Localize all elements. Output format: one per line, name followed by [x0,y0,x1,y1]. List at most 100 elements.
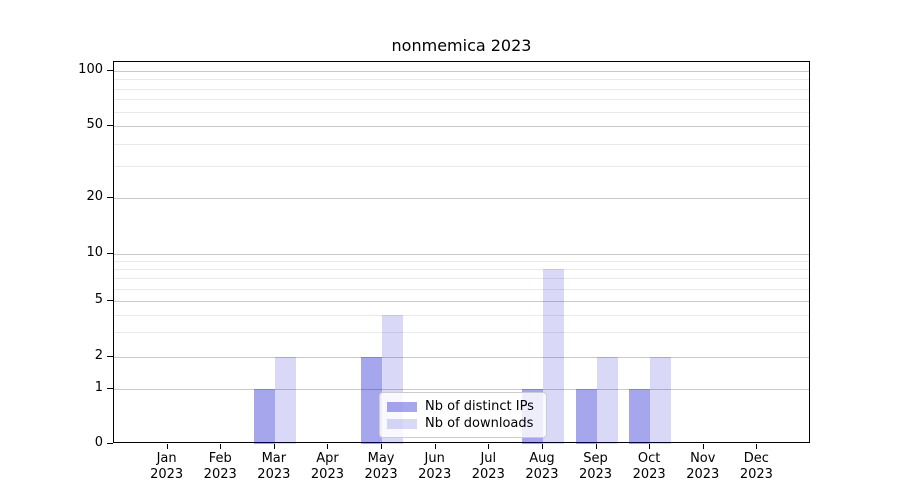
gridline-y-80 [114,88,809,90]
xtick-year: 2023 [632,467,666,482]
gridline-y-100 [114,71,809,72]
ytick-mark-0 [107,443,113,444]
xtick-year: 2023 [203,467,237,482]
xtick-year: 2023 [739,467,773,482]
gridline-y-40 [114,143,809,145]
legend-item-distinct-ips: Nb of distinct IPs [387,398,538,415]
xtick-month: Oct [637,451,661,466]
legend-item-downloads: Nb of downloads [387,415,538,432]
xtick-label-nov: Nov 2023 [676,451,730,483]
xtick-mark-apr [327,444,329,449]
gridline-y-1 [114,389,809,390]
xtick-label-jul: Jul 2023 [461,451,515,483]
xtick-mark-jul [488,444,490,449]
xtick-mark-jan [166,444,168,449]
xtick-year: 2023 [364,467,398,482]
gridline-y-8 [114,268,809,270]
legend: Nb of distinct IPs Nb of downloads [379,392,547,438]
legend-swatch-downloads [387,418,417,429]
xtick-mark-sep [595,444,597,449]
xtick-year: 2023 [310,467,344,482]
xtick-month: Aug [529,451,555,466]
ytick-mark-10 [107,252,113,254]
ytick-mark-100 [107,70,113,71]
xtick-mark-feb [220,444,222,449]
bar-oct-downloads [650,357,672,444]
xtick-year: 2023 [257,467,291,482]
gridline-y-7 [114,277,809,279]
xtick-month: Feb [208,451,232,466]
gridline-y-6 [114,288,809,290]
ytick-mark-2 [107,356,113,357]
bar-sep-distinct-ips [575,389,597,444]
bar-mar-distinct-ips [253,389,275,444]
xtick-label-jan: Jan 2023 [140,451,194,483]
xtick-label-sep: Sep 2023 [569,451,623,483]
gridline-y-5 [114,301,809,302]
gridline-y-70 [114,99,809,101]
ytick-mark-1 [107,388,113,389]
ytick-label-10: 10 [86,244,103,260]
gridline-y-10 [114,253,809,255]
gridline-y-60 [114,111,809,113]
xtick-mark-aug [541,444,543,449]
ytick-label-100: 100 [78,62,103,77]
xtick-month: Sep [583,451,608,466]
xtick-label-oct: Oct 2023 [622,451,676,483]
xtick-year: 2023 [525,467,559,482]
ytick-label-1: 1 [94,380,103,395]
gridline-y-90 [114,79,809,81]
ytick-mark-5 [107,300,113,301]
ytick-label-0: 0 [94,435,103,450]
xtick-month: May [367,451,395,466]
xtick-label-aug: Aug 2023 [515,451,569,483]
gridline-y-4 [114,314,809,316]
gridline-y-2 [114,357,809,358]
bar-mar-downloads [274,357,296,444]
gridline-y-30 [114,166,809,168]
xtick-year: 2023 [418,467,452,482]
xtick-year: 2023 [578,467,613,482]
xtick-month: Nov [690,451,716,466]
xtick-year: 2023 [150,467,184,482]
xtick-mark-mar [273,444,275,449]
xtick-label-jun: Jun 2023 [408,451,462,483]
bar-may-distinct-ips [361,357,383,444]
gridline-y-9 [114,260,809,262]
xtick-label-mar: Mar 2023 [247,451,301,483]
xtick-month: Dec [743,451,769,466]
xtick-month: Jan [156,451,177,466]
gridline-y-20 [114,198,809,199]
legend-swatch-distinct-ips [387,401,417,412]
xtick-label-apr: Apr 2023 [300,451,354,483]
bar-sep-downloads [596,357,618,444]
ytick-label-2: 2 [94,348,103,363]
xtick-year: 2023 [471,467,505,482]
legend-label-downloads: Nb of downloads [425,416,534,431]
xtick-month: Jun [424,451,445,466]
bar-aug-downloads [542,268,564,444]
legend-label-distinct-ips: Nb of distinct IPs [425,399,534,414]
xtick-month: Mar [261,451,287,466]
xtick-year: 2023 [686,467,720,482]
bar-oct-distinct-ips [629,389,651,444]
xtick-label-feb: Feb 2023 [193,451,247,483]
ytick-label-50: 50 [86,117,103,132]
chart-title: nonmemica 2023 [391,36,532,55]
xtick-mark-dec [756,444,758,449]
xtick-label-dec: Dec 2023 [729,451,783,483]
xtick-month: Apr [316,451,339,466]
xtick-mark-nov [702,444,704,449]
plot-area: Nb of distinct IPs Nb of downloads [113,61,810,444]
ytick-mark-20 [107,197,113,198]
gridline-y-50 [114,126,809,127]
gridline-y-3 [114,332,809,334]
xtick-month: Jul [480,451,497,466]
xtick-label-may: May 2023 [354,451,408,483]
xtick-mark-oct [649,444,651,449]
xtick-mark-may [381,444,383,449]
xtick-mark-jun [434,444,436,449]
ytick-label-5: 5 [94,292,103,307]
ytick-mark-50 [107,125,113,126]
